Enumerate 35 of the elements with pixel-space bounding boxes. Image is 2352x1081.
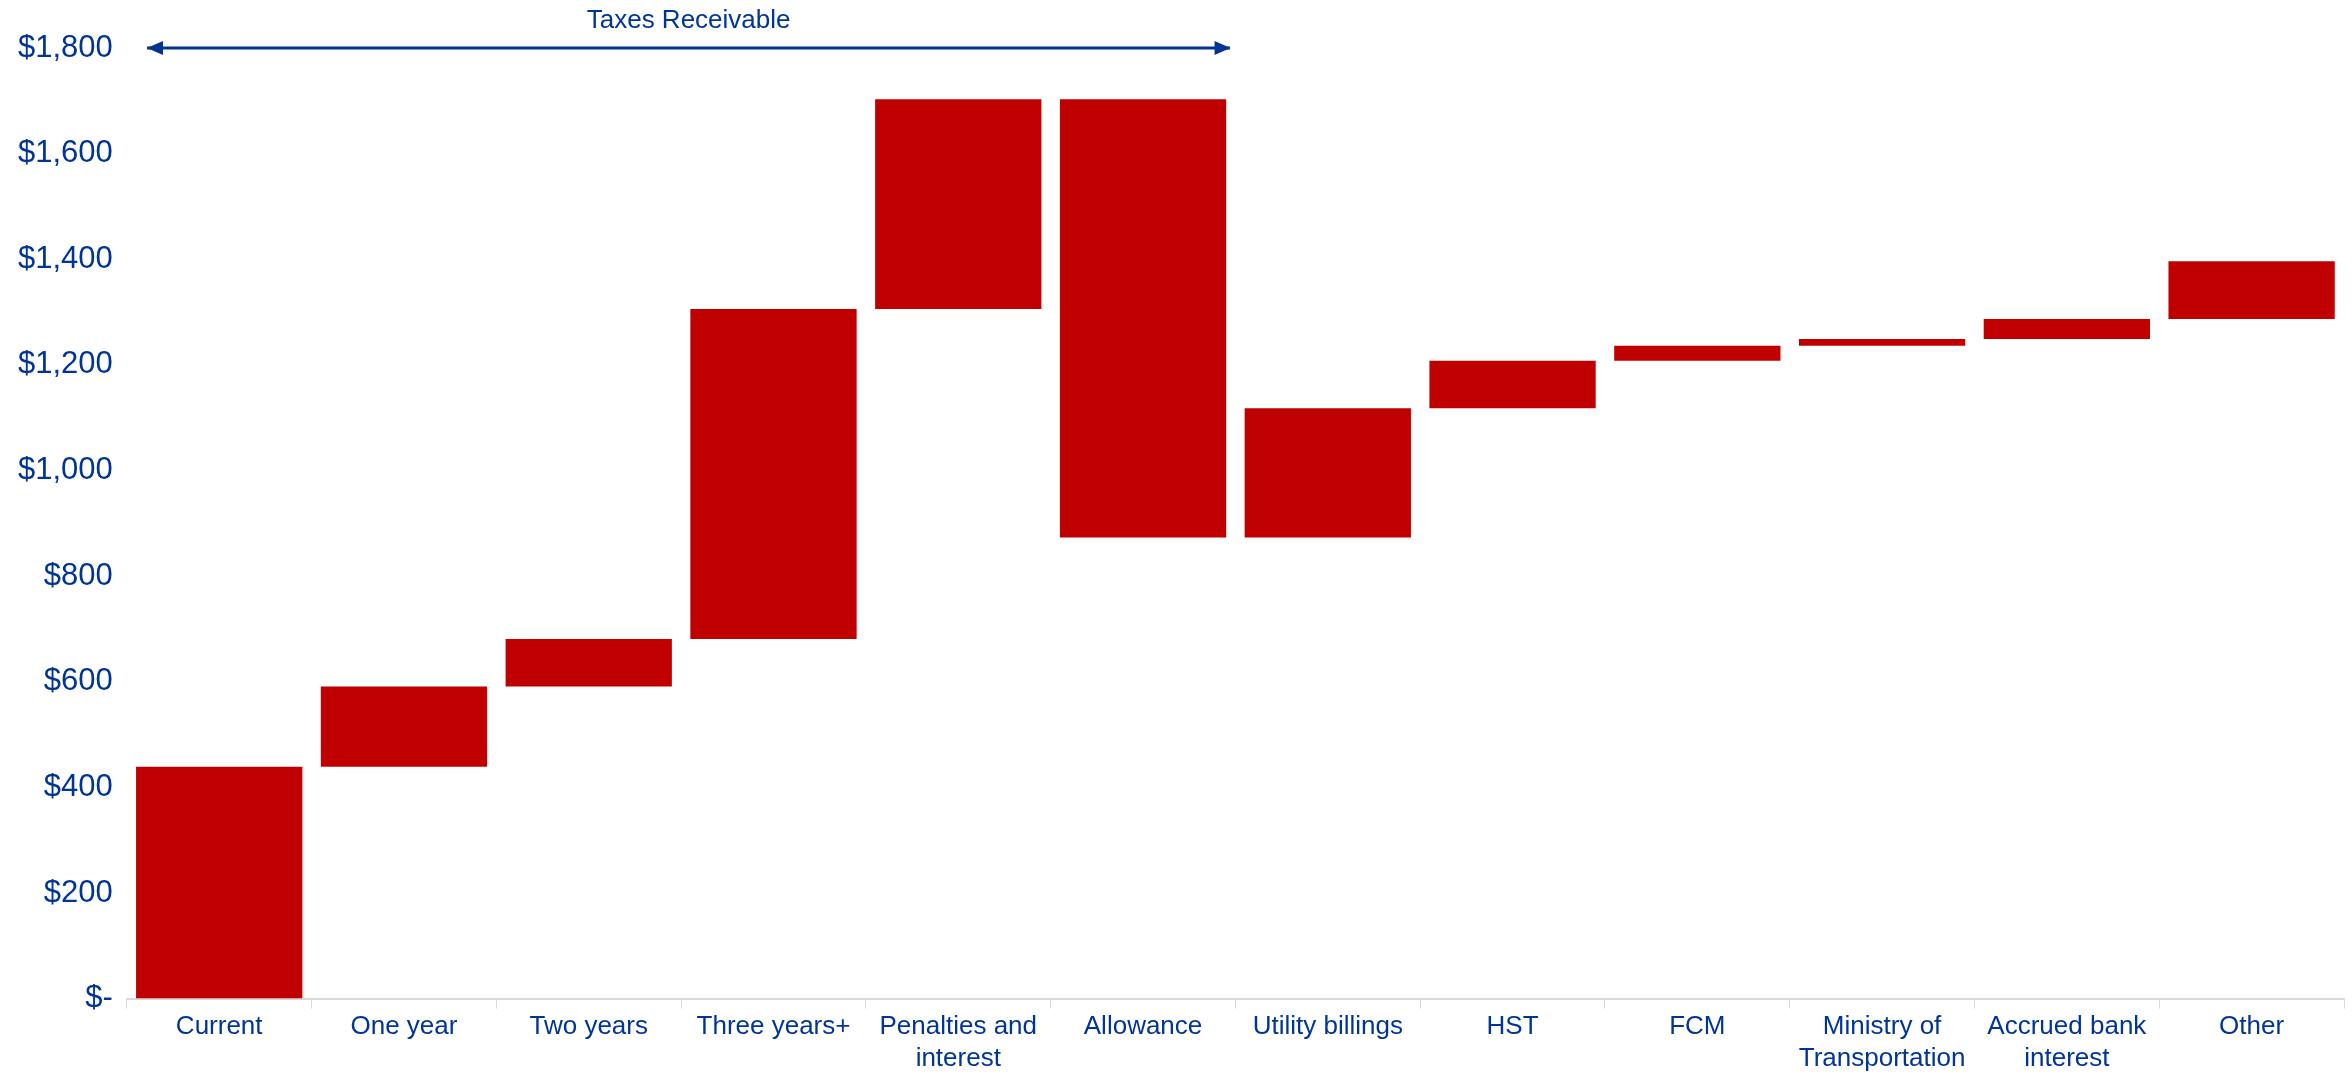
bar [1983,318,2150,339]
y-tick-label: $1,200 [17,345,113,381]
x-tick-label: Penalties and interest [879,1010,1038,1072]
bar [690,308,857,639]
bar [1059,99,1227,538]
y-tick-label: $1,600 [17,134,113,170]
bar [320,686,488,767]
x-tick-label: Other [2219,1010,2285,1041]
bar [875,99,1042,309]
x-tick-label: Utility billings [1252,1010,1403,1041]
y-tick-label: $1,800 [17,28,113,64]
y-tick-label: $600 [43,662,113,698]
bar [1429,360,1596,409]
y-tick-label: $800 [43,556,113,592]
bar [505,638,672,687]
text: Taxes Receivable [586,4,791,35]
bar [1244,408,1411,538]
x-tick-label: Ministry of Transportation [1798,1010,1966,1072]
y-tick-label: $1,000 [17,451,113,487]
x-tick-label: Three years+ [696,1010,851,1041]
x-tick-label: One year [350,1010,458,1041]
y-tick-label: $400 [43,767,113,803]
bar [1614,345,1781,361]
bar [136,766,303,999]
y-tick-label: $- [85,979,113,1015]
bar [1798,338,1966,346]
x-tick-label: Two years [529,1010,648,1041]
y-tick-label: $1,400 [17,239,113,275]
x-tick-label: Accrued bank interest [1987,1010,2148,1072]
x-tick-label: Current [175,1010,264,1041]
x-tick-label: Allowance [1083,1010,1203,1041]
y-tick-label: $200 [43,873,113,909]
x-tick-label: FCM [1669,1010,1726,1041]
bar [2168,261,2335,319]
x-tick-label: HST [1486,1010,1539,1041]
